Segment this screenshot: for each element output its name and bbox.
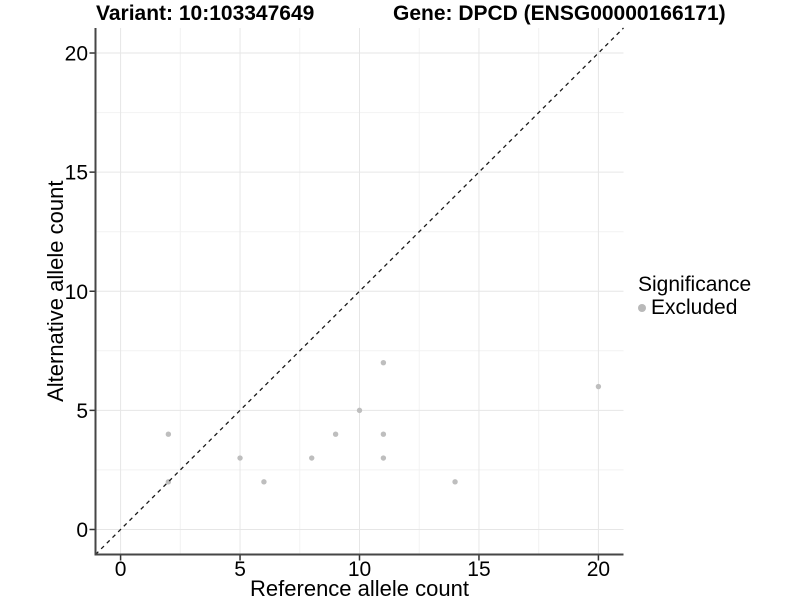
x-axis-title: Reference allele count: [250, 576, 469, 600]
data-point: [165, 431, 172, 437]
y-tick-label: 20: [65, 43, 88, 66]
y-tick-label: 5: [76, 400, 88, 423]
data-point: [380, 431, 387, 437]
x-tick-label: 5: [234, 558, 246, 581]
x-tick-label: 15: [467, 558, 490, 581]
legend: Significance Excluded: [638, 273, 751, 319]
data-point: [356, 407, 363, 414]
x-tick-label: 0: [115, 558, 127, 581]
x-tick-label: 10: [348, 558, 371, 581]
y-tick-label: 0: [76, 519, 88, 542]
data-point: [452, 479, 458, 485]
y-tick-label: 10: [65, 281, 88, 304]
gene-title: Gene: DPCD (ENSG00000166171): [393, 2, 726, 25]
y-axis-title: Alternative allele count: [43, 181, 68, 402]
legend-item-label: Excluded: [651, 296, 738, 319]
x-tick-label: 20: [587, 558, 610, 581]
excluded-point-icon: [638, 304, 646, 312]
legend-item-excluded: Excluded: [638, 297, 751, 319]
y-tick-label: 15: [65, 162, 88, 185]
data-point: [309, 455, 315, 461]
variant-title: Variant: 10:103347649: [96, 2, 315, 25]
data-point: [380, 455, 387, 461]
data-point: [237, 455, 243, 461]
data-point: [261, 479, 267, 485]
data-point: [595, 383, 602, 390]
data-point: [332, 431, 339, 437]
data-point: [380, 360, 387, 366]
legend-title: Significance: [638, 273, 752, 296]
